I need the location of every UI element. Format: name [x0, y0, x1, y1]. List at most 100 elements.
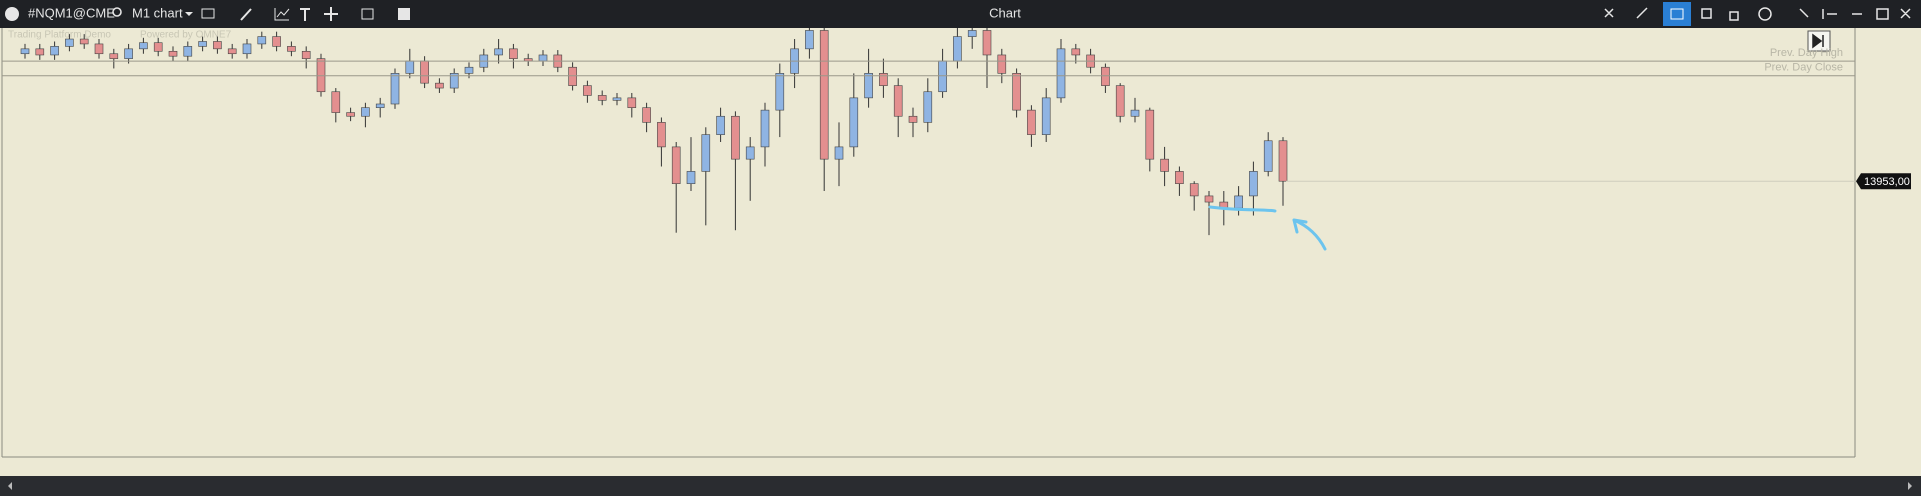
candle-body — [139, 42, 148, 50]
candle-body — [953, 36, 962, 62]
candle-body — [509, 48, 518, 59]
symbol[interactable]: #NQM1@CME — [28, 5, 115, 20]
template-icon[interactable] — [361, 8, 374, 20]
candle-body — [316, 58, 326, 93]
draw-icon[interactable] — [240, 8, 252, 21]
window-title: Chart — [989, 5, 1021, 20]
candle-body — [272, 36, 281, 47]
search-icon[interactable] — [112, 7, 122, 17]
candle-body — [819, 30, 829, 160]
candle-body — [331, 91, 341, 113]
window-controls[interactable] — [1604, 7, 1911, 21]
level-label: Prev. Day High — [1770, 47, 1843, 59]
candle-body — [1249, 171, 1258, 197]
candle-body — [287, 46, 296, 52]
scroll-to-end-icon — [1812, 33, 1824, 49]
candle-body — [612, 97, 622, 101]
candle-body — [1071, 48, 1081, 56]
candle-body — [198, 41, 207, 47]
candle-body — [1101, 66, 1110, 86]
candle-body — [109, 53, 119, 59]
candle-body — [301, 50, 311, 59]
candle-body — [464, 66, 474, 74]
candle-body — [538, 54, 548, 62]
candle-body — [124, 48, 133, 59]
candle-body — [642, 107, 651, 123]
candle-body — [745, 146, 755, 160]
dropdown[interactable] — [185, 12, 193, 16]
candle-body — [1189, 183, 1199, 197]
candle-body — [1012, 73, 1021, 111]
candle-body — [923, 91, 933, 123]
candle-body — [361, 107, 370, 117]
candle-body — [79, 38, 89, 45]
candle-body — [494, 48, 503, 56]
candle-body — [849, 97, 859, 148]
scrollbar[interactable] — [0, 476, 1921, 496]
candle-body — [227, 48, 237, 55]
candle-body — [938, 60, 947, 93]
candle-body — [435, 82, 444, 89]
candle-body — [627, 97, 637, 108]
candle-body — [775, 73, 785, 111]
timeframe[interactable]: M1 chart — [132, 5, 183, 20]
candle-body — [834, 146, 844, 160]
camera-icon — [1670, 8, 1684, 20]
candle-body — [405, 60, 415, 74]
watermark-platform: Trading Platform Demo — [8, 30, 111, 41]
toolbar — [0, 0, 1921, 28]
chart-background — [0, 28, 1921, 476]
candle-body — [597, 95, 607, 101]
candle-body — [583, 85, 592, 96]
candle-body — [1204, 195, 1214, 203]
candle-body — [982, 30, 992, 56]
app-logo[interactable] — [5, 7, 19, 21]
candle-body — [346, 112, 355, 117]
candle-body — [449, 73, 459, 89]
chart-type-icon[interactable] — [201, 8, 215, 19]
candle-body — [671, 146, 681, 184]
candle-body — [20, 48, 30, 55]
candle-body — [805, 30, 814, 50]
candle-body — [1160, 158, 1169, 172]
layout-icon[interactable] — [398, 8, 410, 20]
candle-body — [1130, 109, 1140, 117]
candle-body — [1056, 48, 1066, 99]
candle-body — [153, 42, 163, 52]
candle-body — [997, 54, 1007, 74]
price-tag — [1856, 173, 1911, 190]
candle-body — [657, 122, 666, 148]
indicator-icon[interactable] — [274, 8, 290, 21]
candle-body — [1027, 109, 1036, 135]
candle-body — [701, 134, 711, 172]
candle-body — [420, 60, 429, 84]
candle-body — [50, 46, 59, 56]
candle-body — [183, 46, 193, 57]
candle-body — [65, 38, 74, 47]
candle-body — [1234, 195, 1243, 209]
candle-body — [1278, 140, 1288, 182]
candle-body — [1263, 140, 1273, 172]
candle-body — [242, 43, 252, 55]
candle-body — [213, 41, 222, 50]
screenshot-button[interactable] — [1663, 2, 1691, 26]
crosshair-icon[interactable] — [324, 7, 338, 21]
candle-body — [568, 66, 577, 86]
candle-body — [35, 48, 45, 56]
candle-body — [893, 85, 903, 117]
drawn-line — [1208, 205, 1277, 213]
candle-body — [1115, 85, 1125, 117]
candle-body — [168, 50, 178, 57]
level-label: Prev. Day Close — [1764, 62, 1843, 74]
tool-icon[interactable] — [300, 8, 310, 21]
candle-body — [390, 73, 400, 105]
candle-body — [731, 115, 740, 160]
candle-body — [908, 115, 918, 123]
drawn-arrow — [1292, 218, 1327, 251]
watermark-powered: Powered by OMNE7 — [140, 30, 232, 41]
candle-body — [94, 43, 104, 55]
price-tag-label: 13953,00 — [1864, 176, 1910, 188]
candle-body — [760, 109, 770, 148]
